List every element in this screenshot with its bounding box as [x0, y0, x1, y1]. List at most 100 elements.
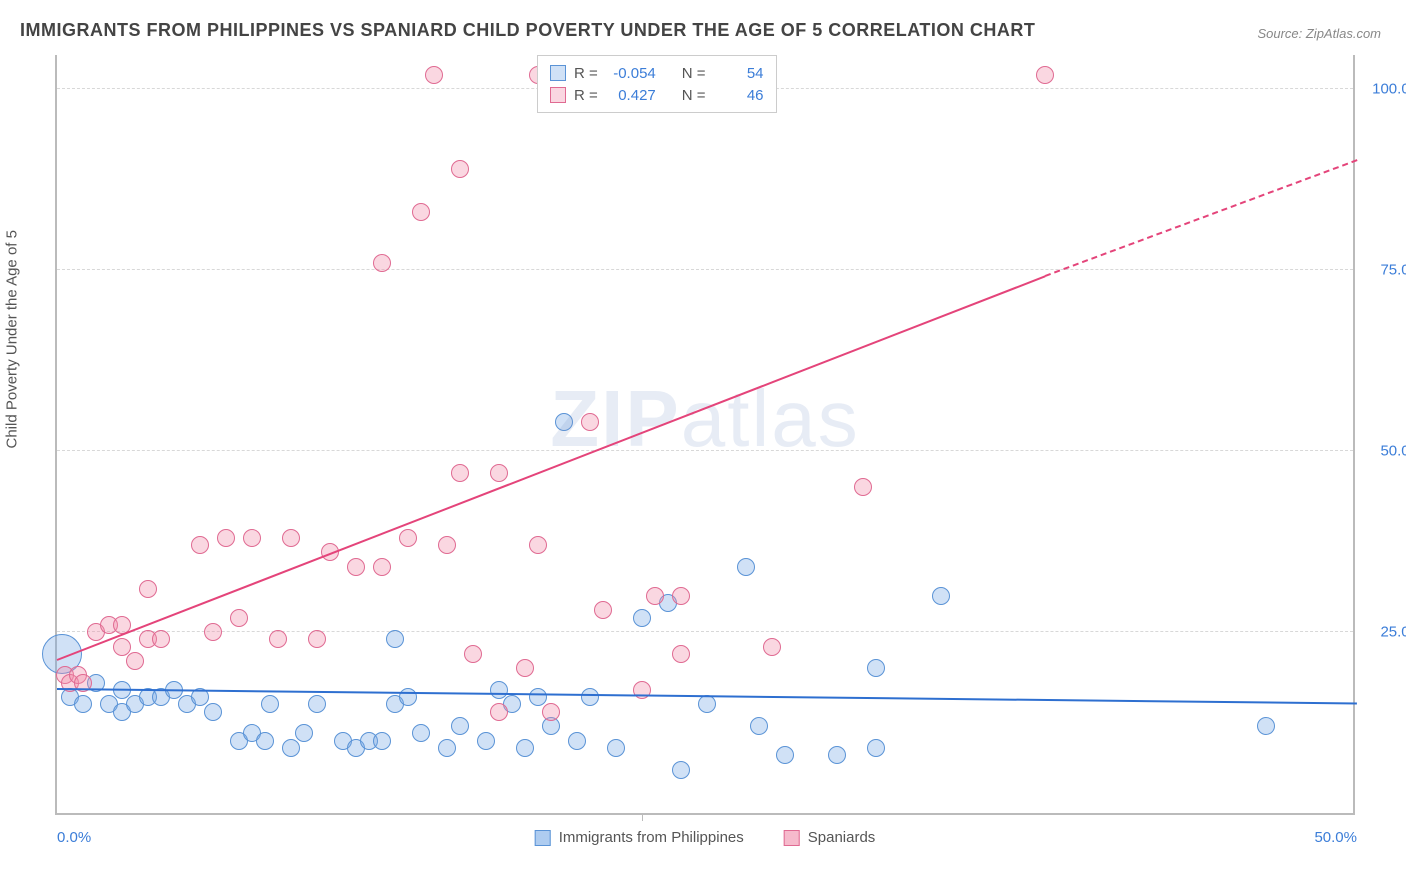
data-point [308, 630, 326, 648]
legend-item-series1: Immigrants from Philippines [535, 829, 744, 846]
data-point [269, 630, 287, 648]
data-point [568, 732, 586, 750]
stats-row-series1: R = -0.054 N = 54 [550, 62, 764, 84]
data-point [867, 659, 885, 677]
data-point [867, 739, 885, 757]
trend-line-extrapolated [1045, 160, 1358, 278]
data-point [1257, 717, 1275, 735]
data-point [412, 203, 430, 221]
data-point [139, 580, 157, 598]
scatter-plot-area: ZIPatlas R = -0.054 N = 54 R = 0.427 N =… [55, 55, 1355, 815]
chart-title: IMMIGRANTS FROM PHILIPPINES VS SPANIARD … [20, 20, 1035, 41]
r-label: R = [574, 87, 598, 104]
n-value-series1: 54 [714, 65, 764, 82]
data-point [204, 703, 222, 721]
data-point [828, 746, 846, 764]
data-point [490, 464, 508, 482]
swatch-series1 [550, 65, 566, 81]
data-point [542, 703, 560, 721]
data-point [438, 536, 456, 554]
data-point [698, 695, 716, 713]
data-point [451, 464, 469, 482]
data-point [74, 695, 92, 713]
x-tick [642, 813, 643, 821]
y-tick-label: 100.0% [1363, 81, 1406, 98]
data-point [152, 630, 170, 648]
data-point [672, 645, 690, 663]
data-point [347, 558, 365, 576]
gridline [57, 269, 1353, 270]
data-point [373, 254, 391, 272]
data-point [308, 695, 326, 713]
r-value-series2: 0.427 [606, 87, 656, 104]
legend-label-series2: Spaniards [808, 829, 876, 846]
data-point [126, 652, 144, 670]
stats-row-series2: R = 0.427 N = 46 [550, 84, 764, 106]
data-point [516, 659, 534, 677]
data-point [646, 587, 664, 605]
data-point [932, 587, 950, 605]
data-point [776, 746, 794, 764]
data-point [438, 739, 456, 757]
data-point [672, 587, 690, 605]
gridline [57, 631, 1353, 632]
data-point [763, 638, 781, 656]
y-tick-label: 75.0% [1363, 262, 1406, 279]
data-point [282, 739, 300, 757]
data-point [750, 717, 768, 735]
trend-line [57, 275, 1046, 660]
series-legend: Immigrants from Philippines Spaniards [535, 829, 876, 846]
x-tick-label: 50.0% [1314, 829, 1357, 846]
y-tick-label: 25.0% [1363, 624, 1406, 641]
data-point [373, 732, 391, 750]
r-value-series1: -0.054 [606, 65, 656, 82]
x-tick-label: 0.0% [57, 829, 91, 846]
legend-swatch-series2 [784, 830, 800, 846]
data-point [217, 529, 235, 547]
data-point [204, 623, 222, 641]
data-point [490, 681, 508, 699]
n-label: N = [682, 87, 706, 104]
data-point [854, 478, 872, 496]
n-label: N = [682, 65, 706, 82]
r-label: R = [574, 65, 598, 82]
n-value-series2: 46 [714, 87, 764, 104]
data-point [230, 609, 248, 627]
swatch-series2 [550, 87, 566, 103]
legend-swatch-series1 [535, 830, 551, 846]
data-point [581, 413, 599, 431]
data-point [191, 536, 209, 554]
correlation-stats-box: R = -0.054 N = 54 R = 0.427 N = 46 [537, 55, 777, 113]
data-point [672, 761, 690, 779]
data-point [633, 609, 651, 627]
data-point [607, 739, 625, 757]
data-point [555, 413, 573, 431]
data-point [282, 529, 300, 547]
data-point [516, 739, 534, 757]
data-point [594, 601, 612, 619]
y-tick-label: 50.0% [1363, 443, 1406, 460]
data-point [490, 703, 508, 721]
y-axis-label: Child Poverty Under the Age of 5 [4, 230, 21, 448]
source-attribution: Source: ZipAtlas.com [1257, 26, 1381, 41]
data-point [425, 66, 443, 84]
data-point [1036, 66, 1054, 84]
data-point [477, 732, 495, 750]
data-point [243, 529, 261, 547]
legend-item-series2: Spaniards [784, 829, 876, 846]
data-point [451, 160, 469, 178]
data-point [386, 630, 404, 648]
data-point [737, 558, 755, 576]
data-point [529, 536, 547, 554]
data-point [529, 688, 547, 706]
data-point [581, 688, 599, 706]
data-point [399, 529, 417, 547]
legend-label-series1: Immigrants from Philippines [559, 829, 744, 846]
data-point [256, 732, 274, 750]
data-point [295, 724, 313, 742]
data-point [113, 638, 131, 656]
data-point [464, 645, 482, 663]
gridline [57, 450, 1353, 451]
data-point [373, 558, 391, 576]
data-point [261, 695, 279, 713]
